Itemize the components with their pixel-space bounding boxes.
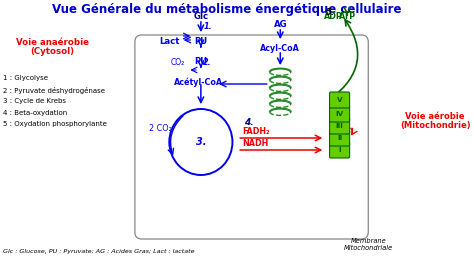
Text: PU: PU: [194, 37, 208, 46]
Text: I: I: [338, 147, 341, 153]
Text: NADH: NADH: [242, 139, 268, 148]
Text: (Mitochondrie): (Mitochondrie): [400, 121, 471, 130]
Text: ATP: ATP: [338, 12, 356, 21]
Text: Voie aérobie: Voie aérobie: [405, 112, 465, 121]
Text: (Cytosol): (Cytosol): [31, 47, 74, 56]
FancyBboxPatch shape: [329, 92, 350, 108]
Text: V: V: [337, 97, 342, 103]
Text: IV: IV: [336, 111, 344, 117]
Text: 5 : Oxydation phosphorylante: 5 : Oxydation phosphorylante: [3, 121, 107, 127]
Text: 1 : Glycolyse: 1 : Glycolyse: [3, 75, 48, 81]
Text: Membrane: Membrane: [350, 238, 386, 244]
Text: 4 : Beta-oxydation: 4 : Beta-oxydation: [3, 109, 67, 115]
Text: PU: PU: [194, 57, 208, 66]
Text: Vue Générale du métabolisme énergétique cellulaire: Vue Générale du métabolisme énergétique …: [52, 3, 401, 16]
Text: AG: AG: [273, 20, 287, 29]
Text: 2 CO₂: 2 CO₂: [149, 124, 172, 133]
Text: 1.: 1.: [204, 22, 212, 30]
Text: II: II: [337, 135, 342, 141]
Text: Mitochondriale: Mitochondriale: [344, 245, 393, 251]
FancyBboxPatch shape: [329, 118, 350, 134]
Text: 3 : Cycle de Krebs: 3 : Cycle de Krebs: [3, 98, 66, 104]
Text: 4.: 4.: [244, 118, 254, 127]
Text: Acyl-CoA: Acyl-CoA: [260, 44, 300, 53]
Text: FADH₂: FADH₂: [242, 127, 270, 136]
Text: Glc : Glucose, PU : Pyruvate; AG : Acides Gras; Lact : lactate: Glc : Glucose, PU : Pyruvate; AG : Acide…: [3, 249, 194, 254]
Text: 2.: 2.: [203, 58, 211, 67]
Text: 3.: 3.: [196, 137, 206, 147]
FancyBboxPatch shape: [329, 130, 350, 146]
Text: CO₂: CO₂: [170, 58, 184, 67]
Text: ADP: ADP: [324, 12, 342, 21]
FancyBboxPatch shape: [329, 106, 350, 122]
Text: 2 : Pyruvate déshydrogénase: 2 : Pyruvate déshydrogénase: [3, 87, 105, 94]
Text: 5.: 5.: [326, 8, 335, 17]
Text: Acétyl-CoA: Acétyl-CoA: [174, 77, 224, 87]
Text: Glc: Glc: [193, 12, 209, 21]
Text: Lact: Lact: [159, 37, 180, 46]
Text: III: III: [336, 123, 344, 129]
FancyBboxPatch shape: [329, 142, 350, 158]
Text: Voie anaérobie: Voie anaérobie: [16, 38, 89, 47]
